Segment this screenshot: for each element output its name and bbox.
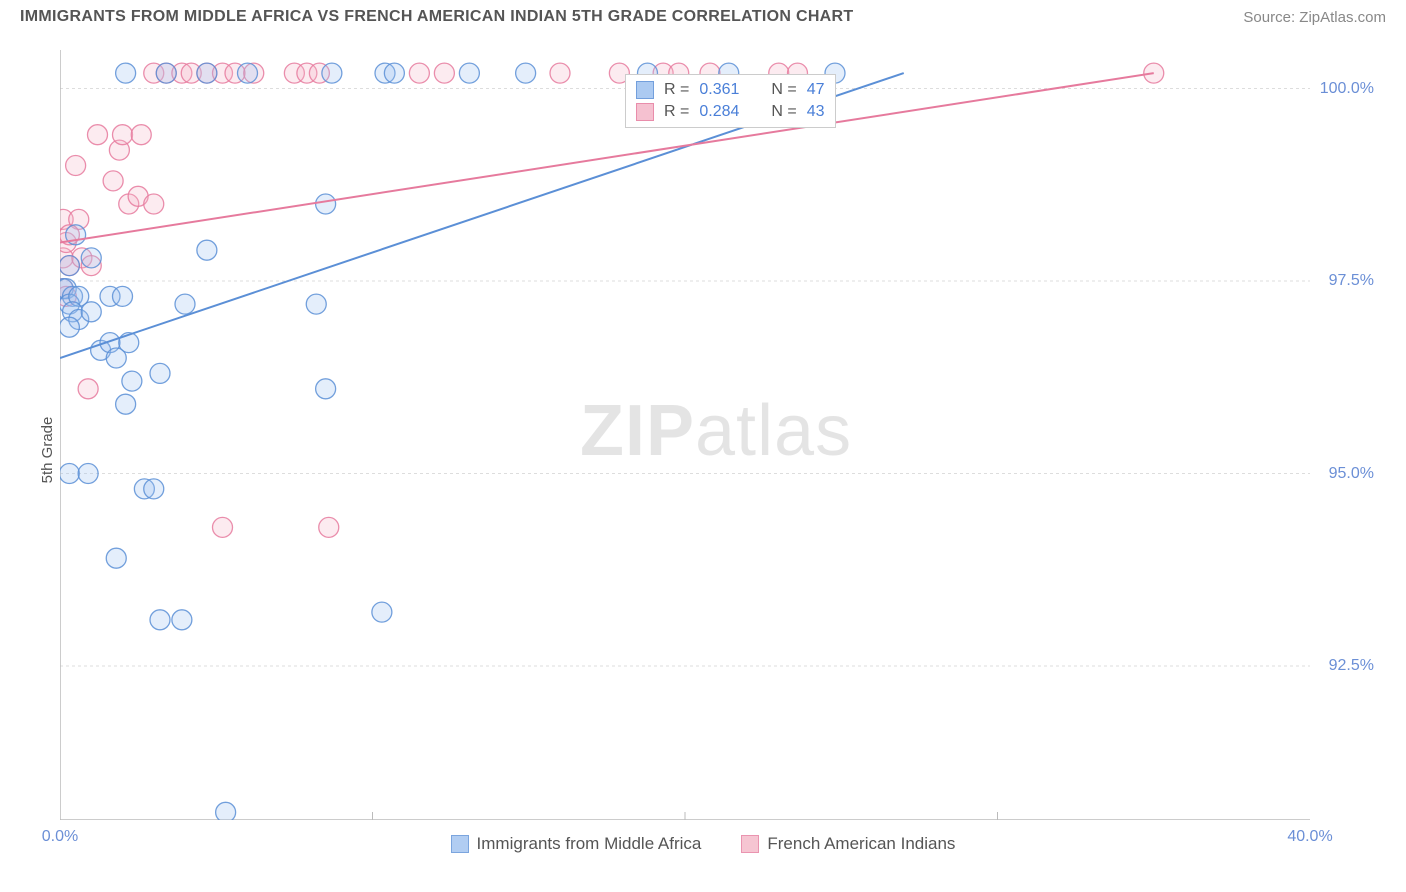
legend-r-value: 0.284 [699, 103, 739, 121]
data-point [116, 63, 136, 83]
data-point [319, 517, 339, 537]
data-point [213, 517, 233, 537]
y-tick-label: 95.0% [1329, 465, 1374, 483]
data-point [322, 63, 342, 83]
source-prefix: Source: [1243, 9, 1299, 26]
data-point [60, 256, 79, 276]
data-point [78, 464, 98, 484]
legend-swatch [636, 103, 654, 121]
scatter-plot: ZIPatlas R = 0.361N = 47R = 0.284N = 43 … [60, 50, 1310, 820]
data-point [113, 286, 133, 306]
data-point [434, 63, 454, 83]
data-point [81, 302, 101, 322]
data-point [409, 63, 429, 83]
source-link[interactable]: ZipAtlas.com [1299, 9, 1386, 26]
y-axis-label: 5th Grade [39, 417, 56, 484]
data-point [197, 63, 217, 83]
legend-swatch [741, 835, 759, 853]
data-point [66, 156, 86, 176]
data-point [116, 394, 136, 414]
data-point [316, 379, 336, 399]
data-point [156, 63, 176, 83]
correlation-legend: R = 0.361 N = 47 R = 0.284 N = 43 [625, 74, 836, 128]
legend-item: French American Indians [741, 834, 955, 854]
data-point [384, 63, 404, 83]
data-point [172, 610, 192, 630]
data-point [197, 240, 217, 260]
y-tick-label: 100.0% [1320, 80, 1374, 98]
legend-n-value: 47 [807, 81, 825, 99]
chart-header: IMMIGRANTS FROM MIDDLE AFRICA VS FRENCH … [0, 0, 1406, 30]
data-point [81, 248, 101, 268]
data-point [372, 602, 392, 622]
data-point [459, 63, 479, 83]
data-point [238, 63, 258, 83]
legend-series-name: Immigrants from Middle Africa [477, 834, 702, 854]
legend-r-label: R = [664, 103, 689, 121]
data-point [60, 317, 79, 337]
chart-title: IMMIGRANTS FROM MIDDLE AFRICA VS FRENCH … [20, 8, 853, 26]
data-point [103, 171, 123, 191]
legend-series-name: French American Indians [767, 834, 955, 854]
legend-swatch [451, 835, 469, 853]
data-point [306, 294, 326, 314]
data-point [150, 363, 170, 383]
regression-line [60, 73, 1154, 242]
chart-container: 5th Grade ZIPatlas R = 0.361N = 47R = 0.… [20, 40, 1386, 860]
y-tick-label: 97.5% [1329, 272, 1374, 290]
data-point [122, 371, 142, 391]
data-point [88, 125, 108, 145]
data-point [316, 194, 336, 214]
legend-n-value: 43 [807, 103, 825, 121]
legend-row: R = 0.284 N = 43 [636, 101, 825, 123]
data-point [106, 548, 126, 568]
legend-swatch [636, 81, 654, 99]
data-point [144, 479, 164, 499]
data-point [516, 63, 536, 83]
data-point [144, 194, 164, 214]
legend-row: R = 0.361 N = 47 [636, 79, 825, 101]
data-point [150, 610, 170, 630]
data-point [113, 125, 133, 145]
plot-svg [60, 50, 1310, 820]
legend-r-value: 0.361 [699, 81, 739, 99]
data-point [1144, 63, 1164, 83]
series-legend: Immigrants from Middle Africa French Amer… [20, 834, 1386, 854]
data-point [60, 464, 79, 484]
legend-r-label: R = [664, 81, 689, 99]
data-point [78, 379, 98, 399]
data-point [550, 63, 570, 83]
legend-n-label: N = [771, 103, 796, 121]
legend-item: Immigrants from Middle Africa [451, 834, 702, 854]
data-point [175, 294, 195, 314]
y-tick-label: 92.5% [1329, 657, 1374, 675]
source-attribution: Source: ZipAtlas.com [1243, 9, 1386, 26]
data-point [216, 802, 236, 820]
data-point [131, 125, 151, 145]
legend-n-label: N = [771, 81, 796, 99]
